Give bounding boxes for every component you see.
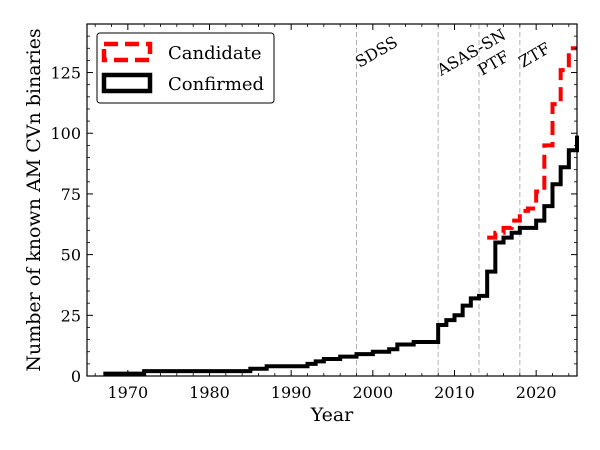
legend-swatch-candidate	[101, 41, 153, 63]
x-axis-title: Year	[310, 404, 354, 426]
y-tick-label: 50	[61, 246, 81, 265]
x-tick-label: 2020	[516, 383, 557, 402]
y-tick-label: 0	[71, 367, 81, 386]
y-axis-title: Number of known AM CVn binaries	[23, 28, 45, 371]
series-line-confirmed	[103, 135, 579, 376]
y-tick-label: 125	[50, 64, 81, 83]
x-tick-label: 1980	[189, 383, 230, 402]
annotation-ztf: ZTF	[515, 39, 553, 72]
legend-box	[96, 32, 275, 104]
x-tick-label: 2000	[352, 383, 393, 402]
annotation-sdss: SDSS	[352, 32, 401, 71]
y-tick-label: 100	[50, 124, 81, 143]
legend: Candidate Confirmed	[96, 32, 275, 104]
plot-frame	[86, 23, 578, 377]
series-line-candidate	[487, 46, 577, 240]
x-tick-label: 2010	[434, 383, 475, 402]
x-tick-label: 1970	[107, 383, 148, 402]
legend-label-candidate: Candidate	[168, 43, 262, 64]
y-tick-label: 75	[61, 185, 81, 204]
legend-swatch-confirmed	[101, 72, 153, 94]
legend-label-confirmed: Confirmed	[168, 74, 264, 95]
x-tick-label: 1990	[271, 383, 312, 402]
y-tick-label: 25	[61, 306, 81, 325]
